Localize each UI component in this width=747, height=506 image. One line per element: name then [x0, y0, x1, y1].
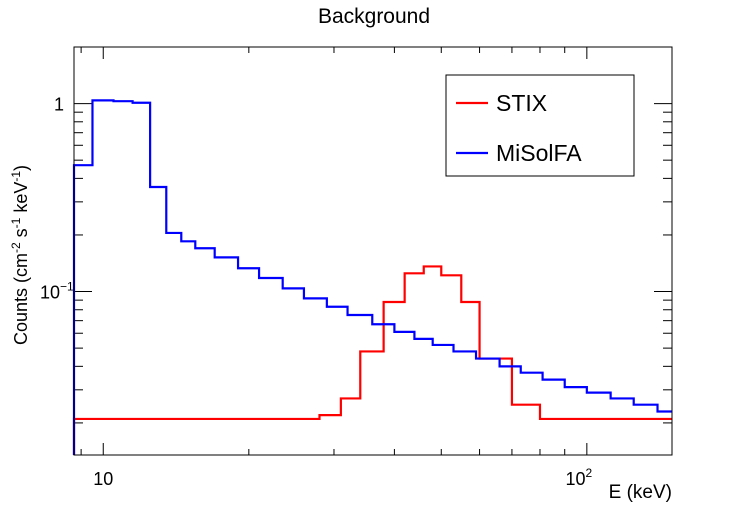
y-axis-label-mid1: s: [11, 228, 31, 242]
y-axis-label-end: ): [11, 165, 31, 171]
y-tick-label: 10−1: [40, 280, 74, 303]
x-tick-label-base: 10: [565, 469, 585, 489]
x-axis-ticks: 10 102: [80, 47, 593, 489]
axes-frame: [73, 46, 673, 456]
y-axis-label-mid2: keV: [11, 182, 31, 218]
y-axis-ticks: 1 10−1: [40, 46, 672, 424]
series-group: [72, 99, 672, 455]
y-tick-label-base: 1: [54, 95, 64, 115]
y-axis-label-sup1: -2: [9, 242, 23, 253]
plot-frame: [73, 46, 673, 456]
legend: STIX MiSolFA: [445, 74, 635, 177]
y-axis-label-sup2: -1: [9, 217, 23, 228]
x-tick-label: 102: [565, 466, 592, 489]
y-axis-label-sup3: -1: [9, 171, 23, 182]
y-tick-label: 1: [54, 95, 64, 115]
series-line-misolfa: [72, 99, 672, 455]
y-tick-label-base: 10: [40, 283, 60, 303]
legend-label-stix: STIX: [496, 90, 547, 116]
x-tick-label: 10: [93, 469, 113, 489]
series-line-stix: [72, 265, 672, 455]
x-tick-label-base: 10: [93, 469, 113, 489]
y-tick-label-exp: −1: [60, 280, 74, 294]
y-axis-label: Counts (cm-2 s-1 keV-1): [9, 165, 31, 345]
legend-box: [445, 74, 635, 177]
legend-label-misolfa: MiSolFA: [496, 140, 582, 166]
x-axis-label: E (keV): [609, 482, 672, 503]
x-tick-label-exp: 2: [586, 466, 593, 480]
chart-title: Background: [318, 5, 430, 28]
y-axis-label-base: Counts (cm: [11, 253, 31, 345]
